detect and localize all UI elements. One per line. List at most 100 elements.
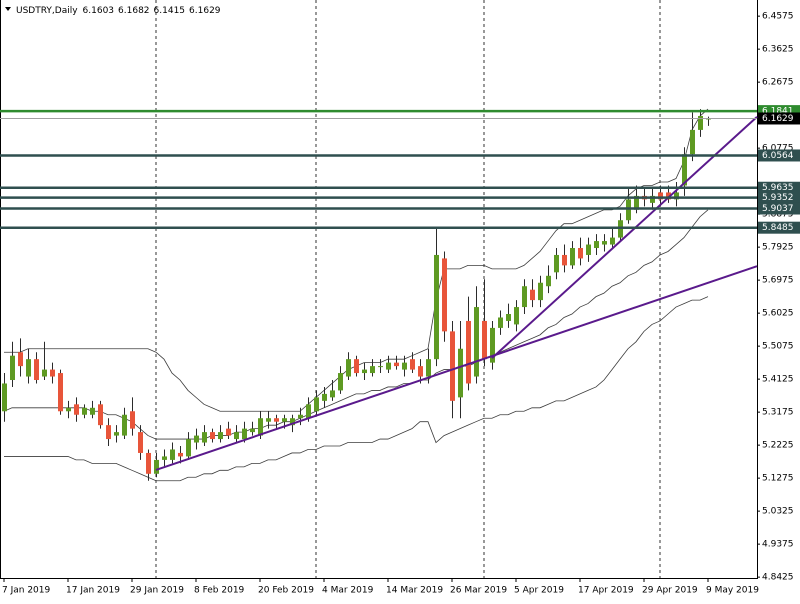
candle-body <box>690 129 695 155</box>
x-tick-label: 5 Apr 2019 <box>514 586 564 596</box>
y-tick-label: 5.5075 <box>762 342 794 352</box>
candle-body <box>306 404 311 419</box>
candle-body <box>58 373 63 412</box>
candle-body <box>450 331 455 401</box>
bollinger-band <box>3 209 709 440</box>
level-label-box <box>758 221 800 234</box>
candle-body <box>226 428 231 436</box>
candle-body <box>698 116 703 130</box>
header-close: 6.1629 <box>189 6 221 16</box>
candle-body <box>346 359 351 377</box>
y-tick-label: 5.8875 <box>762 210 794 220</box>
level-label: 5.9037 <box>762 204 794 214</box>
candle-body <box>162 456 167 460</box>
candle-body <box>138 432 143 453</box>
candle-body <box>466 320 471 384</box>
candle-body <box>546 275 551 287</box>
candle-body <box>74 404 79 415</box>
collapse-icon <box>5 7 11 11</box>
trendline <box>491 116 758 359</box>
candle-body <box>434 254 439 360</box>
candle-body <box>594 241 599 249</box>
header-high: 6.1682 <box>118 6 150 16</box>
candle-body <box>354 359 359 374</box>
candle-body <box>106 425 111 440</box>
candle-body <box>290 418 295 426</box>
candle-body <box>506 314 511 321</box>
candle-body <box>234 432 239 440</box>
chart-title: USDTRY,Daily <box>16 6 78 16</box>
chart-header: USDTRY,Daily 6.1603 6.1682 6.1415 6.1629 <box>16 6 221 16</box>
level-label: 6.1629 <box>762 114 794 124</box>
y-tick-label: 5.2225 <box>762 441 794 451</box>
y-tick-label: 5.0325 <box>762 507 794 517</box>
candle-body <box>514 307 519 325</box>
x-tick-label: 17 Jan 2019 <box>66 586 120 596</box>
candle-body <box>186 439 191 457</box>
y-tick-label: 5.4125 <box>762 375 794 385</box>
candle-body <box>338 373 343 391</box>
candle-body <box>26 359 31 377</box>
candle-body <box>602 241 607 245</box>
candle-body <box>330 390 335 398</box>
candle-body <box>114 432 119 436</box>
candle-body <box>570 248 575 266</box>
candle-body <box>386 362 391 370</box>
candle-body <box>634 195 639 210</box>
y-tick-label: 5.6025 <box>762 309 794 319</box>
candle-body <box>530 289 535 301</box>
y-tick-label: 4.8425 <box>762 573 794 583</box>
y-tick-label: 5.3175 <box>762 408 794 418</box>
candle-body <box>202 432 207 443</box>
candle-body <box>130 411 135 429</box>
candle-body <box>418 366 423 377</box>
header-open: 6.1603 <box>83 6 115 16</box>
x-tick-label: 14 Mar 2019 <box>386 586 443 596</box>
candle-body <box>90 407 95 415</box>
x-tick-label: 17 Apr 2019 <box>578 586 634 596</box>
candle-body <box>122 414 127 436</box>
candle-body <box>378 366 383 368</box>
candle-body <box>538 282 543 301</box>
candle-body <box>250 428 255 433</box>
candle-body <box>458 348 463 398</box>
candle-body <box>498 317 503 328</box>
candle-body <box>658 192 663 200</box>
level-label-box <box>758 112 800 125</box>
x-tick-label: 20 Feb 2019 <box>258 586 314 596</box>
candle-body <box>426 359 431 377</box>
candle-body <box>682 154 687 186</box>
candle-body <box>274 418 279 422</box>
level-label-box <box>758 191 800 204</box>
level-label: 5.8485 <box>762 223 794 233</box>
candle-body <box>626 199 631 221</box>
candle-body <box>146 452 151 474</box>
candle-body <box>578 248 583 259</box>
bollinger-band <box>4 296 709 482</box>
candle-body <box>34 359 39 381</box>
candle-body <box>42 369 47 377</box>
candle-body <box>242 428 247 440</box>
candle-body <box>674 192 679 200</box>
level-label: 6.0564 <box>762 151 794 161</box>
candle-body <box>522 286 527 308</box>
level-label: 5.9352 <box>762 193 794 203</box>
y-tick-label: 6.2675 <box>762 78 794 88</box>
y-tick-label: 4.9375 <box>762 540 794 550</box>
x-tick-label: 29 Jan 2019 <box>130 586 184 596</box>
y-tick-label: 6.4575 <box>762 12 794 22</box>
candle-body <box>482 320 487 360</box>
candle-body <box>194 435 199 443</box>
candle-body <box>666 192 671 200</box>
candle-body <box>50 369 55 377</box>
candle-body <box>370 366 375 374</box>
candle-body <box>98 404 103 426</box>
y-tick-label: 5.6975 <box>762 276 794 286</box>
candle-body <box>410 359 415 370</box>
candle-body <box>610 237 615 245</box>
level-label: 5.9635 <box>762 183 794 193</box>
candle-body <box>490 327 495 363</box>
candle-body <box>298 414 303 419</box>
